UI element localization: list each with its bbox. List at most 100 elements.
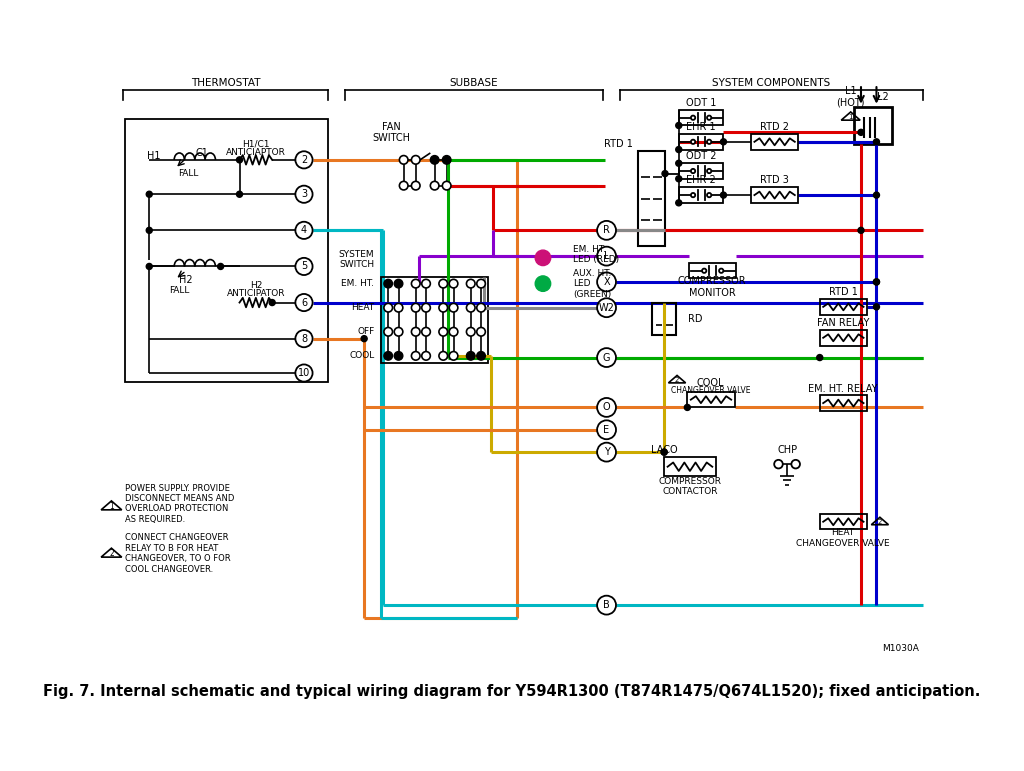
Circle shape bbox=[873, 279, 880, 285]
Text: H2: H2 bbox=[250, 281, 262, 290]
Circle shape bbox=[662, 449, 668, 455]
Text: SYSTEM
SWITCH: SYSTEM SWITCH bbox=[339, 250, 375, 269]
Text: 4: 4 bbox=[301, 225, 307, 235]
Text: ANTICIPATOR: ANTICIPATOR bbox=[226, 288, 285, 298]
Circle shape bbox=[450, 304, 458, 312]
Text: EM. HT.: EM. HT. bbox=[341, 279, 375, 288]
Bar bbox=[679, 163, 724, 179]
Bar bbox=[751, 134, 799, 150]
Text: RD: RD bbox=[688, 314, 702, 324]
Circle shape bbox=[662, 170, 668, 177]
Circle shape bbox=[873, 139, 880, 145]
Circle shape bbox=[858, 130, 864, 136]
Circle shape bbox=[384, 304, 392, 312]
Text: 8: 8 bbox=[301, 334, 307, 344]
Circle shape bbox=[873, 304, 880, 310]
Circle shape bbox=[536, 250, 551, 265]
Text: COOL: COOL bbox=[349, 352, 375, 360]
Text: 1: 1 bbox=[849, 114, 853, 120]
Text: 3: 3 bbox=[301, 189, 307, 199]
Bar bbox=[665, 457, 716, 476]
Text: L1
(HOT): L1 (HOT) bbox=[837, 86, 865, 108]
Circle shape bbox=[676, 160, 682, 167]
Circle shape bbox=[412, 352, 420, 360]
Circle shape bbox=[873, 279, 880, 285]
Circle shape bbox=[412, 156, 420, 164]
Circle shape bbox=[450, 279, 458, 288]
Text: SUBBASE: SUBBASE bbox=[450, 79, 499, 89]
Circle shape bbox=[676, 146, 682, 153]
Circle shape bbox=[412, 328, 420, 336]
Circle shape bbox=[597, 348, 616, 367]
Circle shape bbox=[295, 294, 312, 311]
Circle shape bbox=[295, 186, 312, 203]
Circle shape bbox=[422, 304, 430, 312]
Circle shape bbox=[597, 398, 616, 417]
Circle shape bbox=[439, 352, 447, 360]
Text: R: R bbox=[603, 225, 610, 235]
Text: EM. HT. RELAY: EM. HT. RELAY bbox=[808, 383, 878, 393]
Circle shape bbox=[422, 352, 430, 360]
Bar bbox=[689, 263, 736, 278]
Circle shape bbox=[691, 140, 695, 144]
Text: 2: 2 bbox=[109, 550, 114, 558]
Circle shape bbox=[597, 596, 616, 614]
Text: 6: 6 bbox=[301, 298, 307, 308]
Circle shape bbox=[597, 272, 616, 291]
Text: 10: 10 bbox=[298, 368, 310, 378]
Circle shape bbox=[691, 193, 695, 197]
Text: SYSTEM COMPONENTS: SYSTEM COMPONENTS bbox=[713, 79, 830, 89]
Text: G: G bbox=[603, 352, 610, 362]
Circle shape bbox=[676, 200, 682, 206]
Text: CHANGEOVER VALVE: CHANGEOVER VALVE bbox=[671, 386, 751, 395]
Text: FAN RELAY: FAN RELAY bbox=[817, 318, 869, 328]
Circle shape bbox=[422, 279, 430, 288]
Circle shape bbox=[450, 328, 458, 336]
Circle shape bbox=[467, 279, 475, 288]
Circle shape bbox=[707, 193, 712, 197]
Circle shape bbox=[774, 460, 782, 469]
Text: AUX. HT.
LED
(GREEN): AUX. HT. LED (GREEN) bbox=[573, 269, 611, 298]
Bar bbox=[854, 106, 892, 144]
Text: 5: 5 bbox=[301, 261, 307, 271]
Circle shape bbox=[412, 304, 420, 312]
Circle shape bbox=[399, 156, 408, 164]
Bar bbox=[820, 299, 867, 315]
Circle shape bbox=[442, 156, 451, 164]
Text: RTD 2: RTD 2 bbox=[760, 122, 788, 132]
Text: CHP: CHP bbox=[777, 446, 797, 456]
Circle shape bbox=[412, 181, 420, 190]
Circle shape bbox=[858, 227, 864, 234]
Bar bbox=[820, 396, 867, 411]
Circle shape bbox=[467, 352, 475, 360]
Circle shape bbox=[399, 181, 408, 190]
Text: H2: H2 bbox=[179, 275, 194, 285]
Circle shape bbox=[269, 300, 275, 305]
Bar bbox=[820, 514, 867, 530]
Circle shape bbox=[477, 328, 485, 336]
Circle shape bbox=[597, 443, 616, 462]
Bar bbox=[687, 392, 734, 407]
Circle shape bbox=[430, 156, 439, 164]
Circle shape bbox=[394, 352, 402, 360]
Circle shape bbox=[691, 116, 695, 120]
Circle shape bbox=[295, 151, 312, 168]
Circle shape bbox=[422, 328, 430, 336]
Circle shape bbox=[146, 264, 153, 269]
Circle shape bbox=[536, 276, 551, 291]
Text: 2: 2 bbox=[675, 377, 679, 383]
Text: RTD 3: RTD 3 bbox=[760, 176, 788, 186]
Circle shape bbox=[394, 328, 402, 336]
Text: B: B bbox=[603, 600, 610, 610]
Circle shape bbox=[384, 352, 392, 360]
Circle shape bbox=[873, 192, 880, 198]
Circle shape bbox=[676, 123, 682, 129]
Text: FALL: FALL bbox=[178, 169, 198, 178]
Circle shape bbox=[477, 352, 485, 360]
Circle shape bbox=[439, 279, 447, 288]
Text: 2: 2 bbox=[878, 519, 882, 525]
Circle shape bbox=[430, 181, 439, 190]
Bar bbox=[820, 330, 867, 345]
Circle shape bbox=[450, 352, 458, 360]
Circle shape bbox=[477, 304, 485, 312]
